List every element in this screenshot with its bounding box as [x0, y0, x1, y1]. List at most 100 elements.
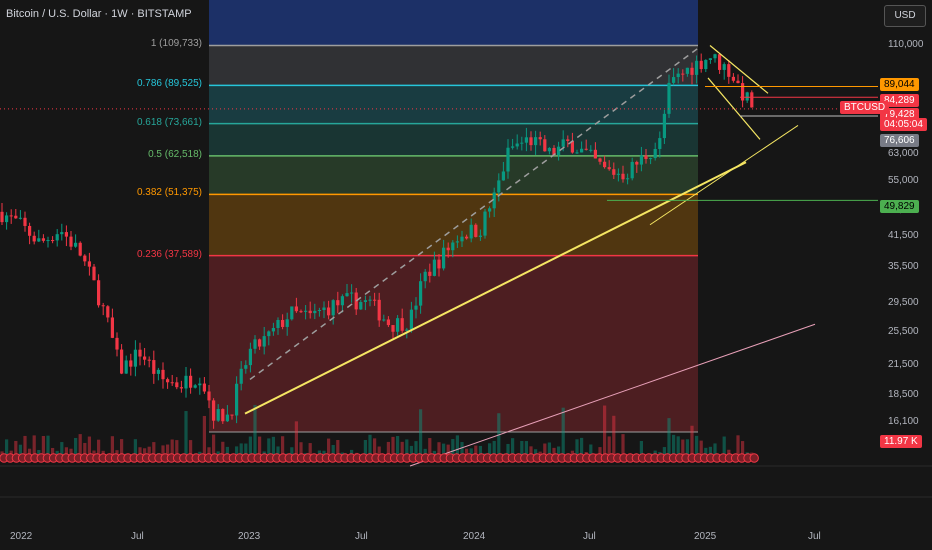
candle-body: [524, 137, 528, 143]
candle-body: [69, 236, 73, 247]
candle-body: [101, 305, 105, 307]
candle-body: [78, 242, 82, 256]
volume-bar: [87, 436, 91, 460]
candle-body: [258, 339, 262, 347]
time-axis-tick: 2023: [238, 531, 261, 542]
volume-bar: [474, 445, 478, 460]
candle-body: [304, 310, 308, 312]
price-axis-tick: 110,000: [888, 39, 924, 50]
volume-bar: [253, 404, 257, 460]
volume-bar: [41, 436, 45, 460]
candle-body: [547, 147, 551, 152]
candle-body: [488, 208, 492, 212]
candle-body: [653, 148, 657, 159]
time-axis-tick: 2024: [463, 531, 486, 542]
candle-body: [32, 235, 36, 242]
volume-bar: [497, 413, 501, 460]
volume-bar: [580, 437, 584, 460]
candle-body: [529, 137, 533, 146]
candle-body: [216, 409, 220, 421]
candle-body: [497, 180, 501, 193]
volume-bar: [409, 445, 413, 460]
candle-body: [736, 80, 740, 84]
currency-button[interactable]: USD: [884, 5, 926, 27]
candle-body: [253, 339, 257, 349]
volume-bar: [676, 436, 680, 460]
candle-body: [267, 331, 271, 337]
candle-body: [18, 217, 22, 219]
candle-body: [621, 173, 625, 180]
volume-bar: [492, 440, 496, 460]
candle-body: [212, 400, 216, 421]
volume-bar: [451, 439, 455, 460]
candle-body: [97, 280, 101, 306]
candle-body: [115, 337, 119, 350]
support-trendline-extension: [649, 125, 799, 226]
candle-body: [106, 306, 110, 318]
candle-body: [179, 387, 183, 389]
volume-bar: [741, 441, 745, 460]
candle-body: [124, 360, 128, 374]
candle-body: [419, 281, 423, 306]
price-axis-tick: 16,100: [888, 416, 919, 427]
candle-body: [745, 92, 749, 101]
time-axis-tick: Jul: [355, 531, 368, 542]
candle-body: [437, 259, 441, 269]
candle-body: [285, 319, 289, 327]
volume-bar: [83, 442, 87, 460]
volume-bar: [147, 446, 151, 460]
volume-bar: [736, 435, 740, 460]
candle-body: [460, 236, 464, 242]
candle-body: [271, 328, 275, 332]
candle-body: [644, 155, 648, 159]
candle-body: [704, 59, 708, 70]
candle-body: [442, 247, 446, 269]
candle-body: [336, 300, 340, 306]
candle-body: [64, 232, 68, 237]
price-axis-tick: 25,500: [888, 325, 919, 337]
candle-body: [317, 310, 321, 312]
volume-bar: [14, 440, 18, 460]
volume-bar: [368, 434, 372, 460]
fib-label-0.618: 0.618 (73,661): [136, 116, 202, 128]
volume-bar: [74, 437, 78, 460]
volume-bar: [166, 444, 170, 460]
candle-body: [28, 225, 32, 236]
volume-bar: [276, 446, 280, 460]
volume-bar: [373, 438, 377, 460]
volume-bar: [575, 439, 579, 460]
fib-label-0.786: 0.786 (89,525): [136, 78, 202, 90]
candle-body: [405, 329, 409, 331]
candle-body: [207, 391, 211, 401]
volume-bar: [543, 443, 547, 460]
volume-bar: [690, 425, 694, 460]
volume-bar: [386, 441, 390, 460]
candle-body: [308, 310, 312, 314]
candle-body: [368, 299, 372, 301]
candle-body: [658, 138, 662, 149]
volume-bar: [685, 439, 689, 460]
volume-bar: [377, 446, 381, 460]
candle-body: [557, 146, 561, 156]
candle-body: [538, 137, 542, 140]
candle-body: [681, 73, 685, 75]
event-markers: [0, 453, 759, 463]
candle-body: [377, 299, 381, 321]
candle-body: [690, 67, 694, 75]
candle-body: [37, 238, 41, 242]
volume-bar: [603, 405, 607, 460]
candle-body: [74, 242, 78, 247]
volume-bar: [639, 440, 643, 460]
candle-body: [432, 259, 436, 276]
time-axis-tick: Jul: [131, 531, 144, 542]
candle-body: [713, 54, 717, 59]
candles-group: [0, 53, 754, 429]
volume-bar: [248, 436, 252, 460]
candle-body: [543, 139, 547, 152]
candle-body: [741, 83, 745, 101]
volume-bar: [437, 442, 441, 460]
candle-body: [350, 292, 354, 294]
volume-bar: [391, 436, 395, 460]
candle-body: [170, 382, 174, 384]
